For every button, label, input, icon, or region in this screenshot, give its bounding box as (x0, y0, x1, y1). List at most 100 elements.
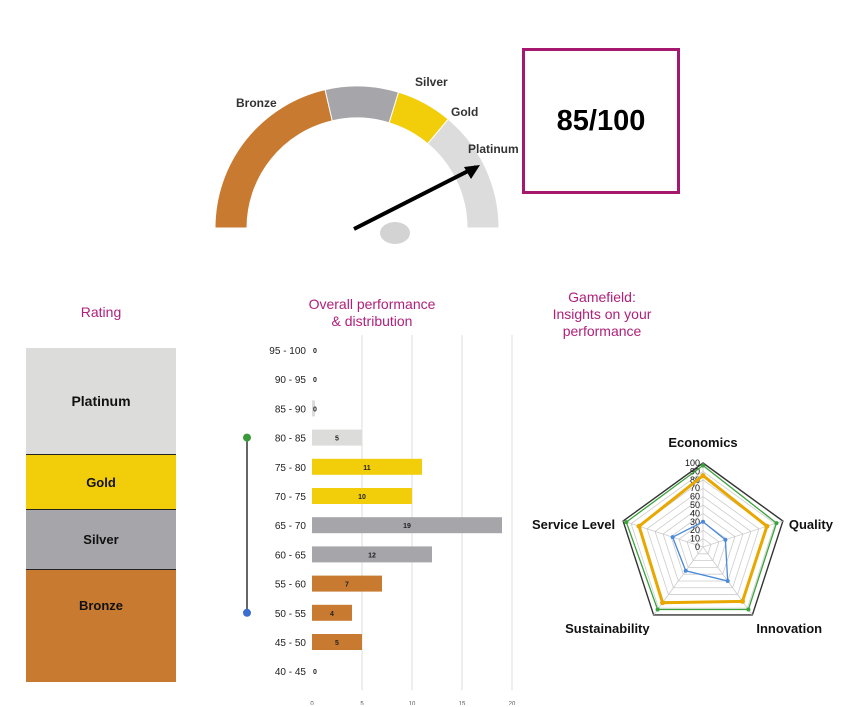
bar-category-label: 75 - 80 (275, 463, 307, 474)
radar-series-inner (671, 521, 729, 582)
radar-series-outer (625, 464, 778, 611)
rating-column: Platinum Gold Silver Bronze (26, 348, 176, 682)
radar-grid-ring (630, 470, 776, 609)
gauge-segment-silver (324, 85, 400, 124)
tier-bronze: Bronze (26, 569, 176, 682)
bar-category-label: 60 - 65 (275, 550, 307, 561)
bar (312, 400, 315, 417)
radar-point (701, 463, 705, 468)
radar-rtick-label: 60 (690, 492, 700, 502)
bar-category-label: 85 - 90 (275, 404, 307, 415)
tier-silver-label: Silver (83, 532, 119, 547)
bar-data-label: 7 (345, 582, 349, 589)
radar-rtick-label: 10 (690, 534, 700, 544)
radar-rtick-label: 40 (690, 508, 700, 518)
radar-point (746, 607, 751, 612)
radar-grid-ring (654, 496, 752, 589)
radar-point (701, 519, 705, 524)
bar-data-label: 0 (313, 406, 317, 413)
radar-point (725, 578, 730, 583)
gamefield-title: Gamefield: Insights on your performance (522, 289, 682, 340)
radar-point (624, 520, 629, 525)
gauge-label-platinum: Platinum (468, 142, 519, 156)
distribution-bar-chart: 0 5 10 15 20 95 - 100 0 90 - 95 0 85 - 90 0 80 - 85… (243, 335, 516, 705)
range-marker-top-dot (243, 433, 251, 442)
gauge-label-silver: Silver (415, 75, 448, 89)
distribution-title: Overall performance & distribution (282, 296, 462, 330)
bar-data-label: 12 (368, 552, 376, 559)
bar-category-label: 50 - 55 (275, 609, 307, 620)
bar-xtick-label: 20 (509, 701, 516, 705)
bar-category-label: 70 - 75 (275, 492, 307, 503)
distribution-title-line2: & distribution (331, 313, 413, 329)
radar-point (660, 600, 666, 606)
radar-grid-ring (686, 529, 720, 561)
bar-category-label: 95 - 100 (269, 346, 306, 357)
radar-point (723, 537, 728, 542)
bar-data-label: 0 (313, 377, 317, 384)
gamefield-title-line3: performance (562, 323, 642, 339)
bar (312, 458, 422, 475)
radar-spoke (702, 520, 784, 548)
radar-point (739, 598, 745, 604)
gauge-needle-head (464, 165, 480, 179)
gamefield-title-line1: Gamefield: (568, 289, 636, 305)
bar-data-label: 0 (313, 348, 317, 355)
rating-title-text: Rating (80, 304, 122, 320)
tier-gold: Gold (26, 454, 176, 509)
bar-xtick-label: 10 (409, 701, 416, 705)
bar-data-label: 19 (403, 523, 411, 530)
bar-category-label: 45 - 50 (275, 638, 307, 649)
radar-point (764, 523, 770, 529)
radar-point (655, 607, 660, 612)
radar-axis-label: Economics (668, 435, 737, 450)
radar-axis-label: Sustainability (565, 621, 650, 635)
bar-category-label: 55 - 60 (275, 580, 307, 591)
gauge-label-gold: Gold (451, 105, 478, 119)
bar (312, 634, 362, 650)
radar-grid-ring (622, 462, 784, 616)
radar-point (670, 535, 675, 540)
gamefield-title-line2: Insights on your (552, 306, 652, 322)
bar (312, 488, 412, 504)
bar-data-label: 0 (313, 669, 317, 676)
radar-grid-ring (694, 538, 712, 555)
bar-data-label: 11 (363, 465, 371, 472)
bar-xtick-label: 15 (459, 701, 466, 705)
bar-data-label: 4 (330, 611, 334, 618)
radar-axis-label: Service Level (532, 517, 615, 532)
radar-grid-ring (670, 512, 736, 575)
radar-point (636, 523, 642, 529)
tier-gauge: Bronze Silver Gold Platinum (214, 75, 519, 244)
rating-title: Rating (26, 304, 176, 321)
bar (312, 429, 362, 446)
radar-point (774, 521, 779, 526)
bar (312, 604, 352, 621)
tier-platinum-label: Platinum (71, 393, 131, 409)
radar-grid-ring (646, 487, 760, 595)
bar-data-label: 5 (335, 640, 339, 647)
bar (312, 517, 502, 534)
bar-category-label: 65 - 70 (275, 521, 307, 532)
score-box: 85/100 (522, 48, 680, 194)
gauge-needle (353, 165, 477, 231)
radar-rtick-label: 80 (690, 475, 700, 485)
bar (312, 575, 382, 592)
radar-point (683, 568, 688, 573)
radar-rtick-label: 100 (685, 458, 700, 468)
distribution-title-line1: Overall performance (308, 296, 436, 312)
tier-silver: Silver (26, 509, 176, 569)
radar-axis-label: Innovation (756, 621, 822, 635)
tier-gold-label: Gold (86, 474, 116, 490)
radar-axis-label: Quality (789, 517, 834, 532)
bar-category-label: 40 - 45 (275, 667, 307, 678)
tier-bronze-label: Bronze (78, 598, 124, 613)
bar-data-label: 5 (335, 436, 339, 443)
bar-xtick-label: 5 (360, 701, 364, 705)
radar-point (700, 473, 706, 479)
radar-rtick-label: 20 (690, 525, 700, 535)
gauge-label-bronze: Bronze (236, 96, 277, 110)
radar-grid-ring (678, 521, 728, 568)
bar-data-label: 10 (358, 494, 366, 501)
bar-category-label: 80 - 85 (275, 434, 307, 445)
